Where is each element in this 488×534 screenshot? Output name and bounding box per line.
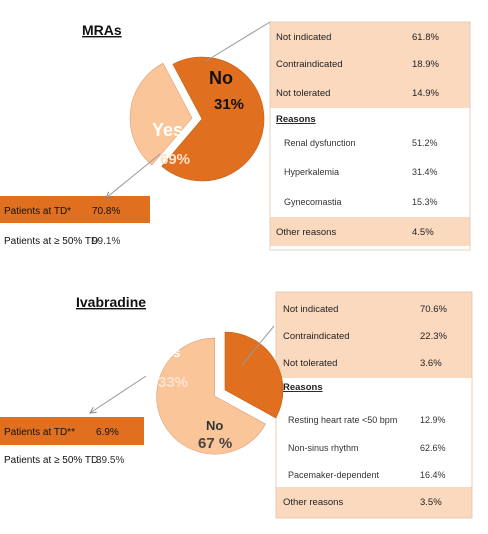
not-used-panel (276, 292, 472, 378)
other-reasons-value: 3.5% (420, 497, 442, 508)
leader-line-no (241, 325, 275, 366)
dose-value: 39.5% (96, 455, 124, 466)
breakdown-label: Not tolerated (283, 358, 337, 369)
pie-slice-no (129, 62, 193, 166)
breakdown-value: 61.8% (412, 32, 439, 43)
dose-value: 70.8% (92, 206, 120, 217)
dose-label: Patients at TD** (4, 427, 75, 438)
breakdown-value: 70.6% (420, 304, 447, 315)
pie-slice-yes (161, 56, 265, 182)
slice-value-no: 67 % (198, 435, 232, 452)
reason-value: 31.4% (412, 167, 438, 177)
reasons-heading: Reasons (283, 382, 323, 393)
breakdown-label: Not indicated (276, 32, 331, 43)
leader-line-no (205, 21, 271, 62)
dose-band (0, 417, 144, 445)
slice-label-no: No (206, 418, 223, 433)
chart-title-0: MRAs (82, 22, 122, 38)
breakdown-value: 3.6% (420, 358, 442, 369)
dose-value: 99.1% (92, 236, 120, 247)
breakdown-label: Contraindicated (283, 331, 350, 342)
slice-value-yes: 69% (160, 151, 190, 168)
reason-label: Pacemaker-dependent (288, 470, 380, 480)
dose-label: Patients at TD* (4, 206, 71, 217)
other-reasons-band (270, 217, 470, 246)
pie-slice-yes (224, 331, 284, 419)
other-reasons-band (276, 487, 472, 518)
not-used-panel (270, 22, 470, 108)
reason-label: Renal dysfunction (284, 138, 356, 148)
slice-label-no: No (209, 68, 233, 88)
breakdown-label: Contraindicated (276, 59, 343, 70)
slice-label-yes: Yes (158, 345, 180, 360)
reason-value: 51.2% (412, 138, 438, 148)
breakdown-value: 18.9% (412, 59, 439, 70)
dose-value: 6.9% (96, 427, 119, 438)
leader-line-yes (106, 153, 161, 198)
slice-value-yes: 33% (158, 374, 188, 391)
reason-value: 12.9% (420, 415, 446, 425)
other-reasons-value: 4.5% (412, 227, 434, 238)
reason-label: Gynecomastia (284, 197, 342, 207)
reason-label: Non-sinus rhythm (288, 443, 359, 453)
leader-line-yes (90, 375, 147, 413)
dose-label: Patients at ≥ 50% TD (4, 455, 98, 466)
breakdown-label: Not indicated (283, 304, 338, 315)
reason-value: 16.4% (420, 470, 446, 480)
pie-slice-no (156, 337, 266, 455)
chart-title-1: Ivabradine (76, 294, 146, 310)
breakdown-panel-border (269, 21, 471, 251)
reason-label: Hyperkalemia (284, 167, 339, 177)
breakdown-value: 14.9% (412, 88, 439, 99)
other-reasons-label: Other reasons (283, 497, 343, 508)
breakdown-value: 22.3% (420, 331, 447, 342)
breakdown-label: Not tolerated (276, 88, 330, 99)
reason-label: Resting heart rate <50 bpm (288, 415, 397, 425)
slice-value-no: 31% (214, 96, 244, 113)
slice-label-yes: Yes (152, 120, 183, 140)
reasons-heading: Reasons (276, 114, 316, 125)
reason-value: 62.6% (420, 443, 446, 453)
dose-band (0, 196, 150, 223)
dose-label: Patients at ≥ 50% TD (4, 236, 98, 247)
reason-value: 15.3% (412, 197, 438, 207)
other-reasons-label: Other reasons (276, 227, 336, 238)
